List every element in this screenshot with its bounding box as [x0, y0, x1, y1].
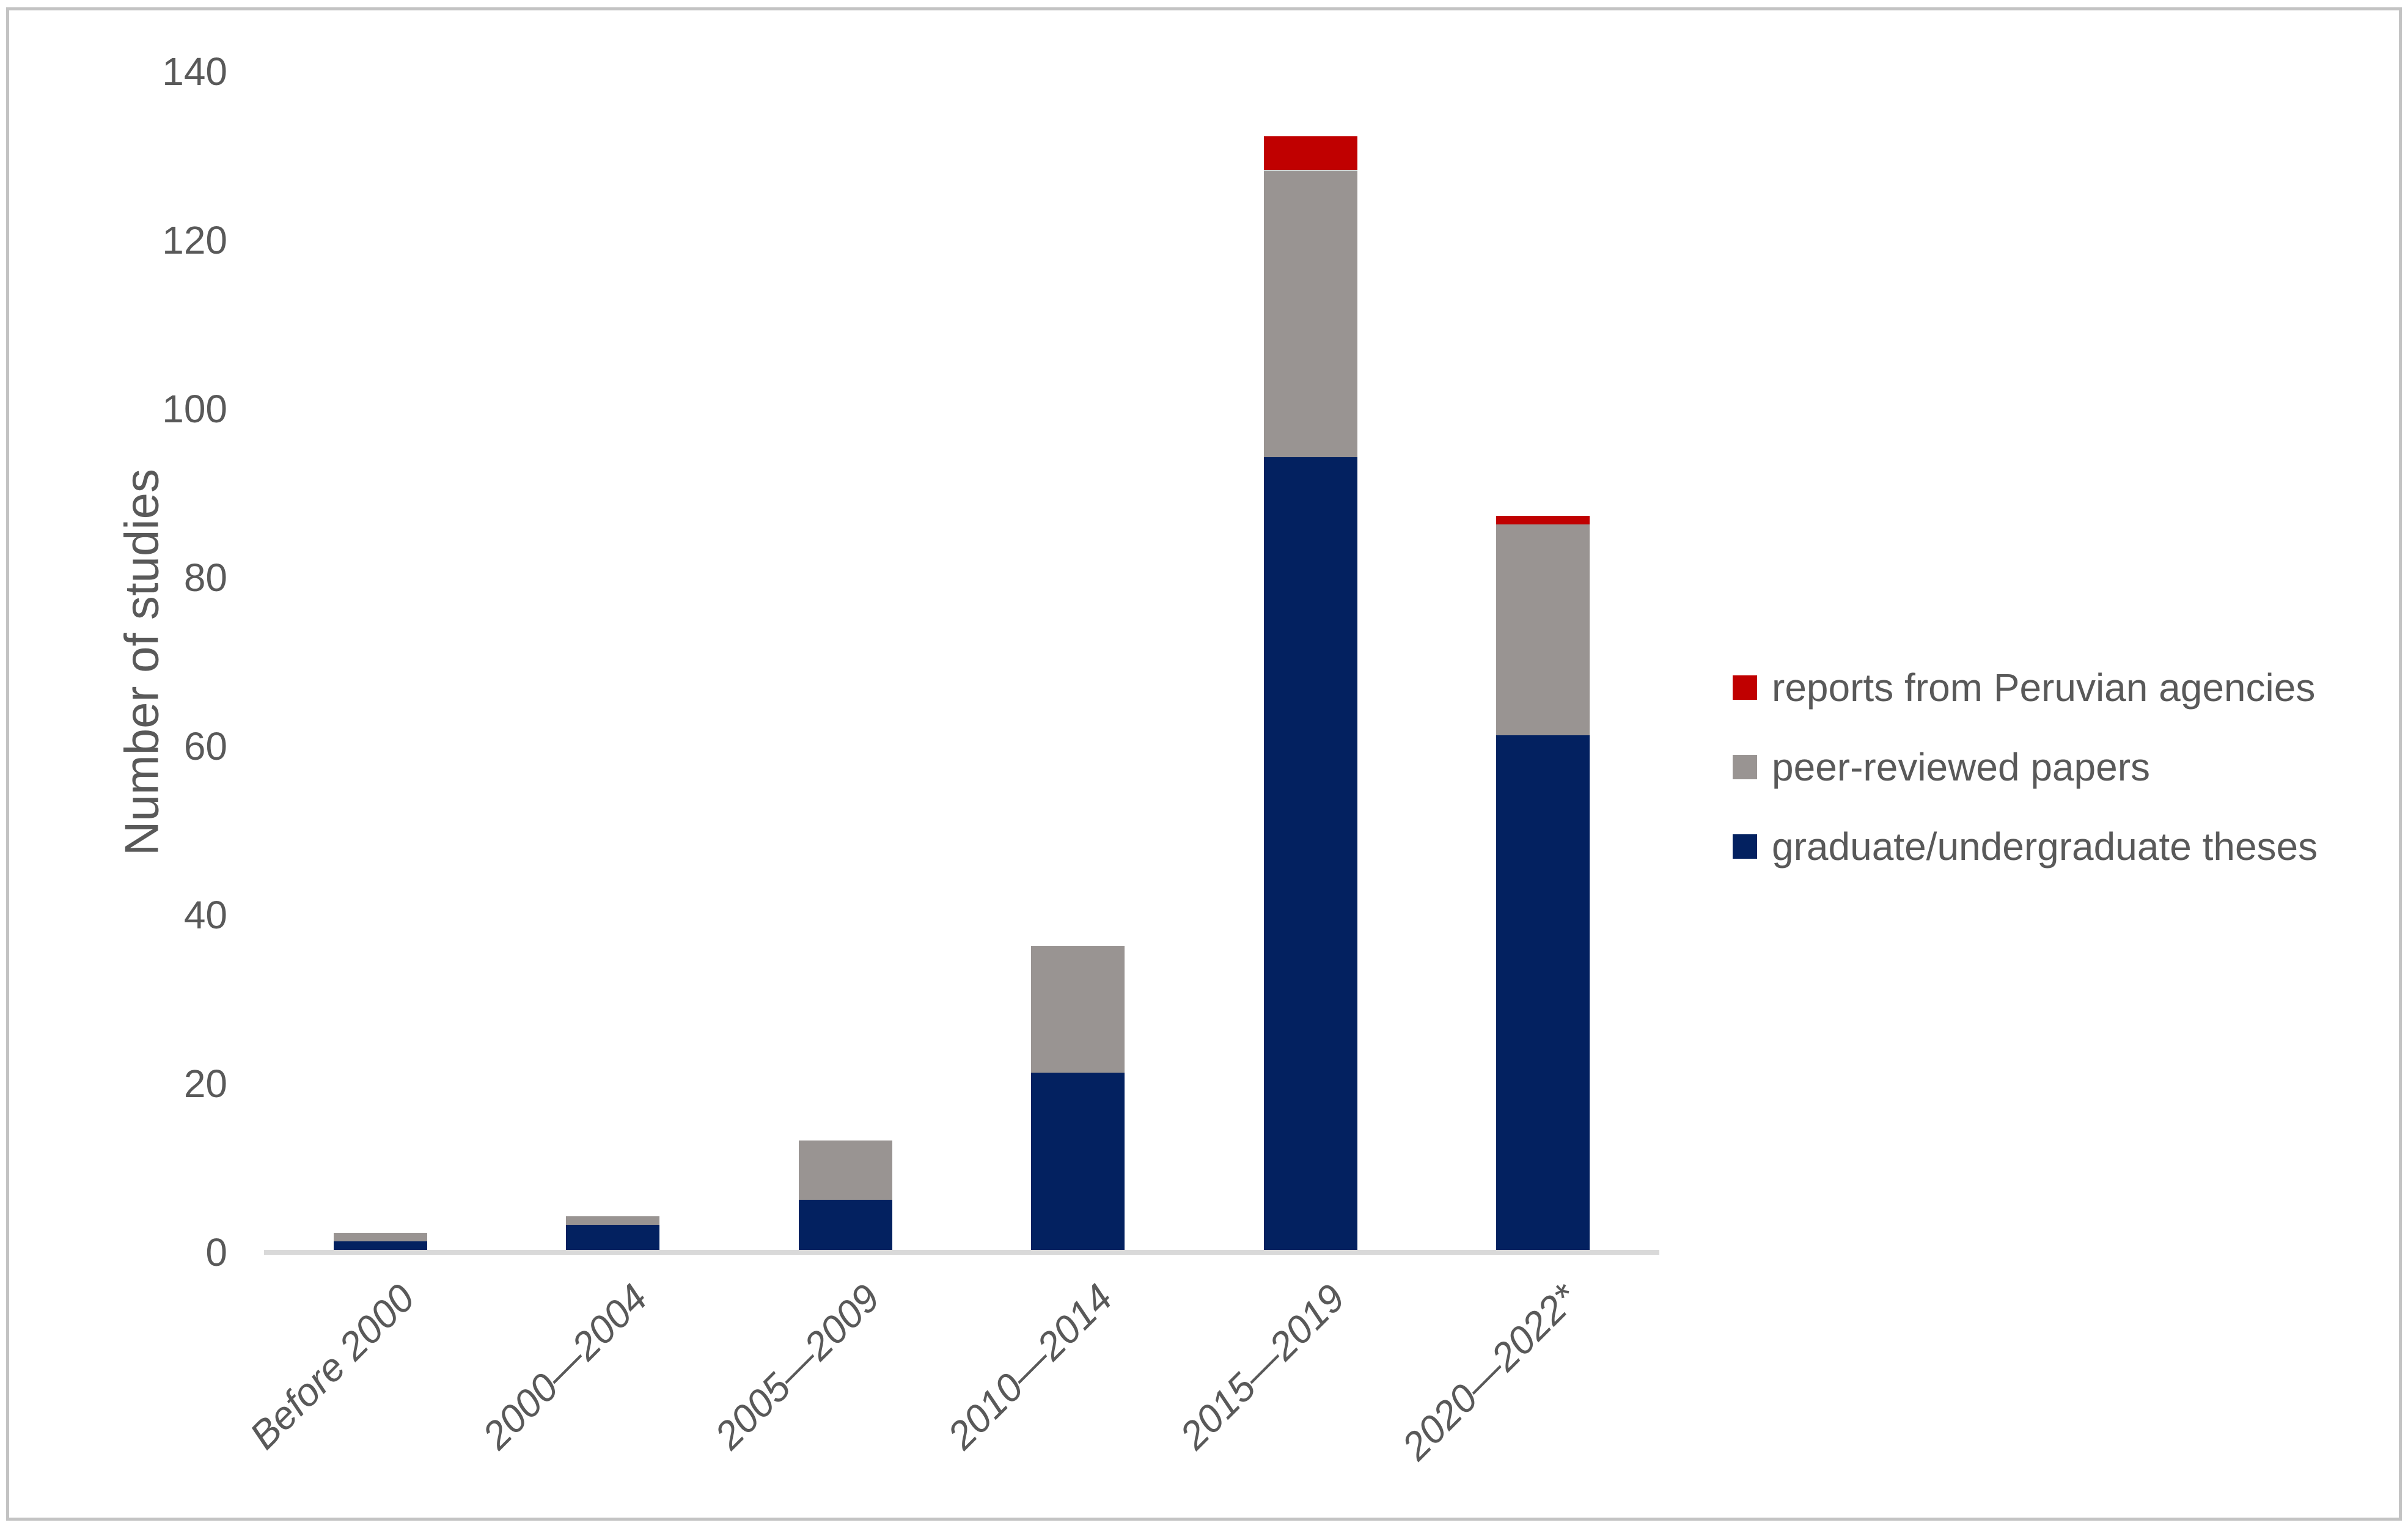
- y-tick-label: 140: [162, 50, 227, 94]
- bar-segment: [1496, 524, 1590, 735]
- bar-segment: [566, 1225, 659, 1250]
- legend-swatch: [1733, 755, 1757, 779]
- x-category-label: 2020—2022*: [1393, 1276, 1587, 1469]
- bar-segment: [334, 1241, 427, 1250]
- y-tick-label: 40: [183, 893, 227, 937]
- legend-swatch: [1733, 834, 1757, 859]
- x-category-label: Before 2000: [241, 1276, 424, 1458]
- bar-segment: [1496, 516, 1590, 524]
- x-category-label: 2010—2014: [939, 1276, 1121, 1458]
- y-tick-label: 80: [183, 556, 227, 600]
- y-tick-label: 120: [162, 218, 227, 262]
- bar-segment: [799, 1140, 892, 1200]
- x-category-label: 2015—2019: [1171, 1276, 1354, 1458]
- x-axis-line: [264, 1250, 1659, 1255]
- y-tick-label: 0: [205, 1230, 227, 1274]
- y-tick-label: 20: [183, 1062, 227, 1106]
- y-tick-label: 100: [162, 387, 227, 431]
- bar-segment: [799, 1199, 892, 1250]
- bar-segment: [334, 1233, 427, 1241]
- bar-segment: [1031, 946, 1125, 1073]
- legend-swatch: [1733, 675, 1757, 700]
- bar-segment: [1496, 735, 1590, 1250]
- bar-segment: [566, 1216, 659, 1225]
- bar-segment: [1264, 136, 1357, 170]
- legend-label: reports from Peruvian agencies: [1772, 666, 2316, 710]
- figure-border: [6, 7, 2402, 1521]
- x-category-label: 2005—2009: [706, 1276, 889, 1458]
- bar-segment: [1031, 1073, 1125, 1250]
- y-tick-label: 60: [183, 724, 227, 768]
- legend-label: graduate/undergraduate theses: [1772, 825, 2318, 869]
- bar-segment: [1264, 171, 1357, 457]
- x-category-label: 2000—2004: [474, 1276, 656, 1458]
- bar-segment: [1264, 457, 1357, 1250]
- legend-label: peer-reviewed papers: [1772, 745, 2150, 789]
